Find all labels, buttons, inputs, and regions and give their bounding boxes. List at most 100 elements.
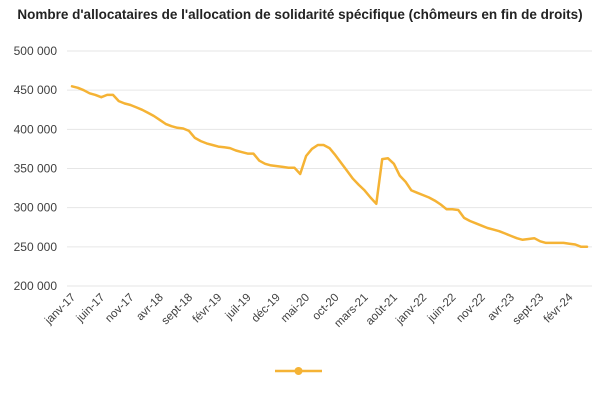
y-tick-label: 200 000 [14, 279, 58, 293]
data-point [147, 112, 149, 114]
x-tick-label: juin-22 [425, 292, 459, 326]
x-tick-label: févr-19 [191, 292, 225, 326]
data-point [580, 246, 582, 248]
y-tick-label: 300 000 [14, 201, 58, 215]
x-tick-label: déc-19 [250, 292, 283, 325]
data-point [399, 174, 401, 177]
data-point [352, 178, 354, 180]
x-tick-label: juin-17 [74, 292, 108, 326]
y-tick-label: 450 000 [14, 83, 58, 97]
data-point [182, 127, 184, 130]
legend-dot-marker [294, 367, 303, 375]
y-tick-label: 500 000 [14, 44, 58, 58]
data-point [334, 154, 336, 156]
data-point [434, 200, 436, 202]
gridlines [67, 50, 592, 287]
y-axis-ticks: 200 000 250 000 300 000 350 000 400 000 450 0… [14, 44, 58, 293]
data-point [317, 144, 319, 146]
data-point [112, 94, 114, 96]
y-tick-label: 350 000 [14, 162, 58, 176]
data-point [194, 137, 196, 139]
data-point [270, 164, 272, 166]
data-point [492, 229, 494, 231]
data-point [276, 165, 278, 167]
data-point [527, 238, 530, 240]
data-point [504, 232, 506, 235]
series-line [70, 85, 589, 249]
data-point [264, 163, 266, 165]
data-point [124, 102, 126, 105]
data-point [293, 167, 295, 169]
data-point [135, 106, 137, 108]
data-point [328, 147, 331, 149]
data-point [498, 230, 500, 232]
data-point [510, 235, 512, 237]
data-point [170, 125, 173, 127]
data-point [159, 119, 161, 121]
data-point [428, 196, 430, 199]
data-point [469, 220, 471, 222]
data-point [83, 89, 85, 91]
data-point [451, 208, 453, 210]
data-point [416, 192, 418, 194]
data-point [223, 146, 225, 148]
data-point [486, 227, 489, 229]
data-point [282, 166, 284, 168]
data-point [562, 242, 565, 244]
data-point [457, 209, 459, 211]
data-point [440, 203, 442, 206]
data-point [165, 123, 167, 125]
series-layer [70, 85, 589, 249]
x-tick-label: août-21 [364, 292, 400, 328]
data-point [88, 92, 91, 94]
y-tick-label: 400 000 [14, 122, 58, 136]
data-point [422, 194, 424, 196]
data-point [522, 239, 524, 241]
data-point [141, 109, 143, 111]
data-point [463, 217, 465, 219]
data-point [241, 151, 243, 153]
x-tick-label: févr-24 [542, 291, 576, 325]
data-point [533, 237, 535, 239]
data-point [387, 157, 389, 159]
data-point [481, 225, 483, 227]
data-point [217, 145, 219, 148]
data-point [235, 149, 237, 152]
data-point [206, 142, 208, 145]
data-point [574, 243, 576, 246]
x-axis-ticks: janv-17juin-17nov-17avr-18sept-18févr-19… [42, 291, 576, 330]
data-point [106, 94, 108, 96]
data-point [305, 155, 307, 157]
data-point [252, 153, 255, 155]
data-point [340, 162, 342, 164]
data-point [516, 237, 518, 239]
data-point [551, 242, 553, 244]
data-point [71, 85, 73, 87]
data-point [568, 243, 571, 245]
x-tick-label: sept-18 [160, 292, 196, 328]
data-point [381, 158, 383, 160]
x-tick-label: juil-19 [223, 292, 254, 323]
data-point [246, 153, 249, 155]
data-point [393, 163, 395, 165]
data-point [176, 127, 178, 129]
data-point [211, 144, 214, 146]
data-point [586, 246, 588, 248]
data-point [94, 94, 97, 96]
data-point [369, 196, 372, 199]
x-tick-label: janv-17 [42, 292, 78, 328]
y-tick-label: 250 000 [14, 240, 58, 254]
x-tick-label: sept-23 [511, 292, 547, 328]
x-tick-label: nov-22 [454, 292, 487, 325]
data-point [358, 184, 360, 186]
x-tick-label: janv-22 [393, 292, 429, 328]
data-point [153, 115, 155, 117]
data-point [188, 130, 190, 132]
data-point [229, 147, 231, 149]
x-tick-label: mai-20 [279, 292, 312, 325]
data-point [445, 208, 448, 210]
data-point [346, 170, 348, 172]
data-point [364, 189, 366, 192]
data-point [323, 144, 325, 146]
